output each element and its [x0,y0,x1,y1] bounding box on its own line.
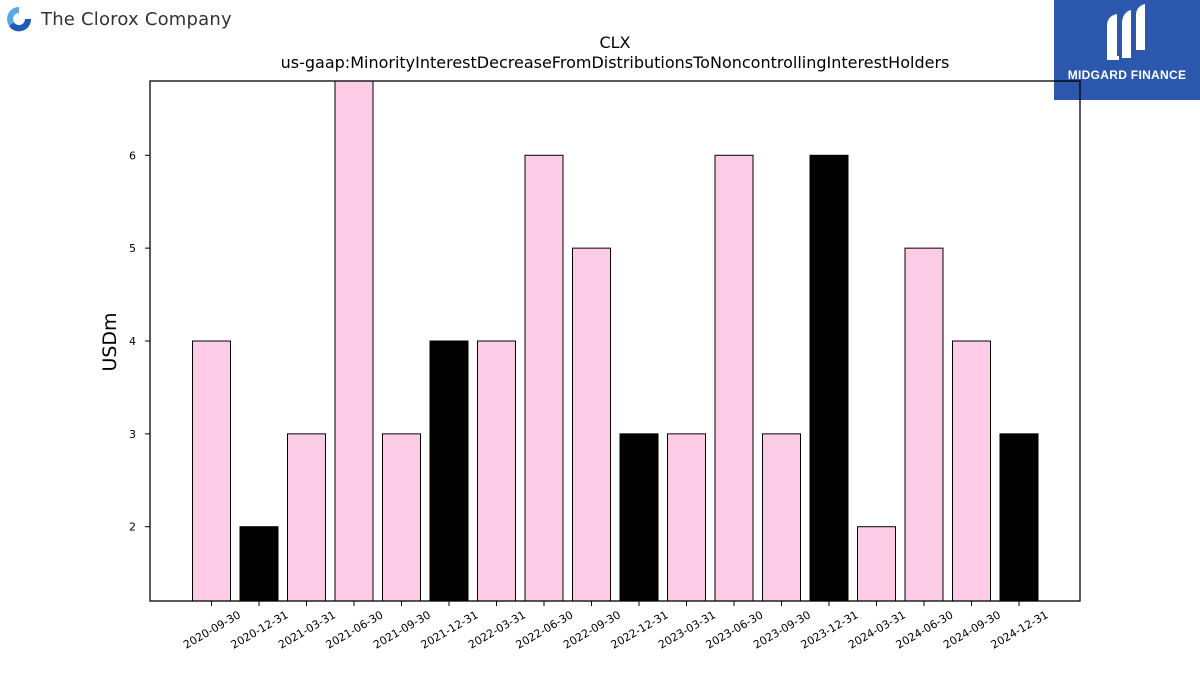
bar [572,247,611,602]
plot-frame [149,80,1081,602]
brand-logo-box: MIDGARD FINANCE [1054,0,1200,100]
bar [904,247,944,602]
y-tick-label: 3 [129,428,136,441]
bar [287,433,326,602]
bar [952,340,991,602]
y-tick-label: 5 [129,242,136,255]
bar [382,433,421,602]
bar [477,340,516,602]
bar [239,526,279,602]
bar [857,526,896,602]
bar [999,433,1039,602]
bar [809,154,849,602]
y-ticks-group: 2 3 4 5 6 [129,149,150,534]
company-name: The Clorox Company [41,8,232,30]
bar [619,433,659,602]
bar [714,154,754,602]
bar [524,154,564,602]
company-header: The Clorox Company [5,5,232,33]
y-tick-label: 4 [129,335,136,348]
bar [192,340,231,602]
bar [667,433,706,602]
bar [429,340,469,602]
brand-name: MIDGARD FINANCE [1067,68,1187,82]
bar [334,80,374,602]
y-tick-label: 2 [129,521,136,534]
chart-title: CLX [599,33,630,52]
chart-subtitle: us-gaap:MinorityInterestDecreaseFromDist… [281,53,950,72]
x-ticks-group: 2020-09-302020-12-312021-03-312021-06-30… [181,601,1051,652]
bar [762,433,801,602]
y-axis-label: USDm [99,312,121,371]
bars-group [192,80,1039,602]
midgard-m-logo-icon [1107,4,1145,60]
y-tick-label: 6 [129,149,136,162]
clorox-c-logo-icon [7,7,32,32]
